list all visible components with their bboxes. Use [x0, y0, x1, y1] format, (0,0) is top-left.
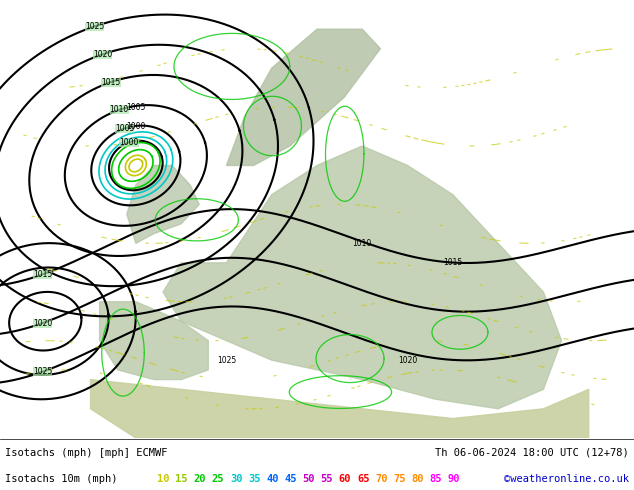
Text: 1015: 1015	[33, 270, 52, 279]
Text: 1020: 1020	[398, 356, 417, 365]
Text: 20: 20	[193, 473, 206, 484]
Text: ©weatheronline.co.uk: ©weatheronline.co.uk	[504, 473, 629, 484]
Text: 1020: 1020	[33, 318, 52, 328]
Polygon shape	[163, 146, 562, 409]
Text: 1005: 1005	[126, 102, 146, 112]
Polygon shape	[91, 380, 589, 438]
Text: 1005: 1005	[115, 124, 134, 133]
Text: 45: 45	[285, 473, 297, 484]
Text: 70: 70	[375, 473, 387, 484]
Text: 60: 60	[339, 473, 351, 484]
Polygon shape	[100, 302, 209, 380]
Text: 55: 55	[321, 473, 333, 484]
Text: 85: 85	[430, 473, 442, 484]
Text: 1015: 1015	[101, 77, 120, 87]
Text: 1020: 1020	[93, 50, 112, 59]
Text: 35: 35	[248, 473, 261, 484]
Text: 1025: 1025	[85, 22, 104, 31]
Text: 40: 40	[266, 473, 279, 484]
Text: 50: 50	[302, 473, 315, 484]
Text: 65: 65	[357, 473, 370, 484]
Text: 75: 75	[393, 473, 406, 484]
Text: 1025: 1025	[217, 356, 236, 365]
Text: 80: 80	[411, 473, 424, 484]
Text: 1000: 1000	[126, 122, 146, 131]
Text: 1025: 1025	[33, 368, 52, 376]
Text: 15: 15	[176, 473, 188, 484]
Polygon shape	[226, 29, 380, 166]
Text: Th 06-06-2024 18:00 UTC (12+78): Th 06-06-2024 18:00 UTC (12+78)	[435, 447, 629, 458]
Text: 10: 10	[157, 473, 170, 484]
Text: 90: 90	[448, 473, 460, 484]
Text: Isotachs (mph) [mph] ECMWF: Isotachs (mph) [mph] ECMWF	[5, 447, 167, 458]
Text: 30: 30	[230, 473, 242, 484]
Polygon shape	[127, 166, 199, 244]
Text: 1015: 1015	[443, 258, 462, 268]
Text: 25: 25	[212, 473, 224, 484]
Text: 1010: 1010	[110, 105, 129, 114]
Text: 1000: 1000	[119, 138, 139, 147]
Text: 1010: 1010	[353, 239, 372, 248]
Text: Isotachs 10m (mph): Isotachs 10m (mph)	[5, 473, 117, 484]
